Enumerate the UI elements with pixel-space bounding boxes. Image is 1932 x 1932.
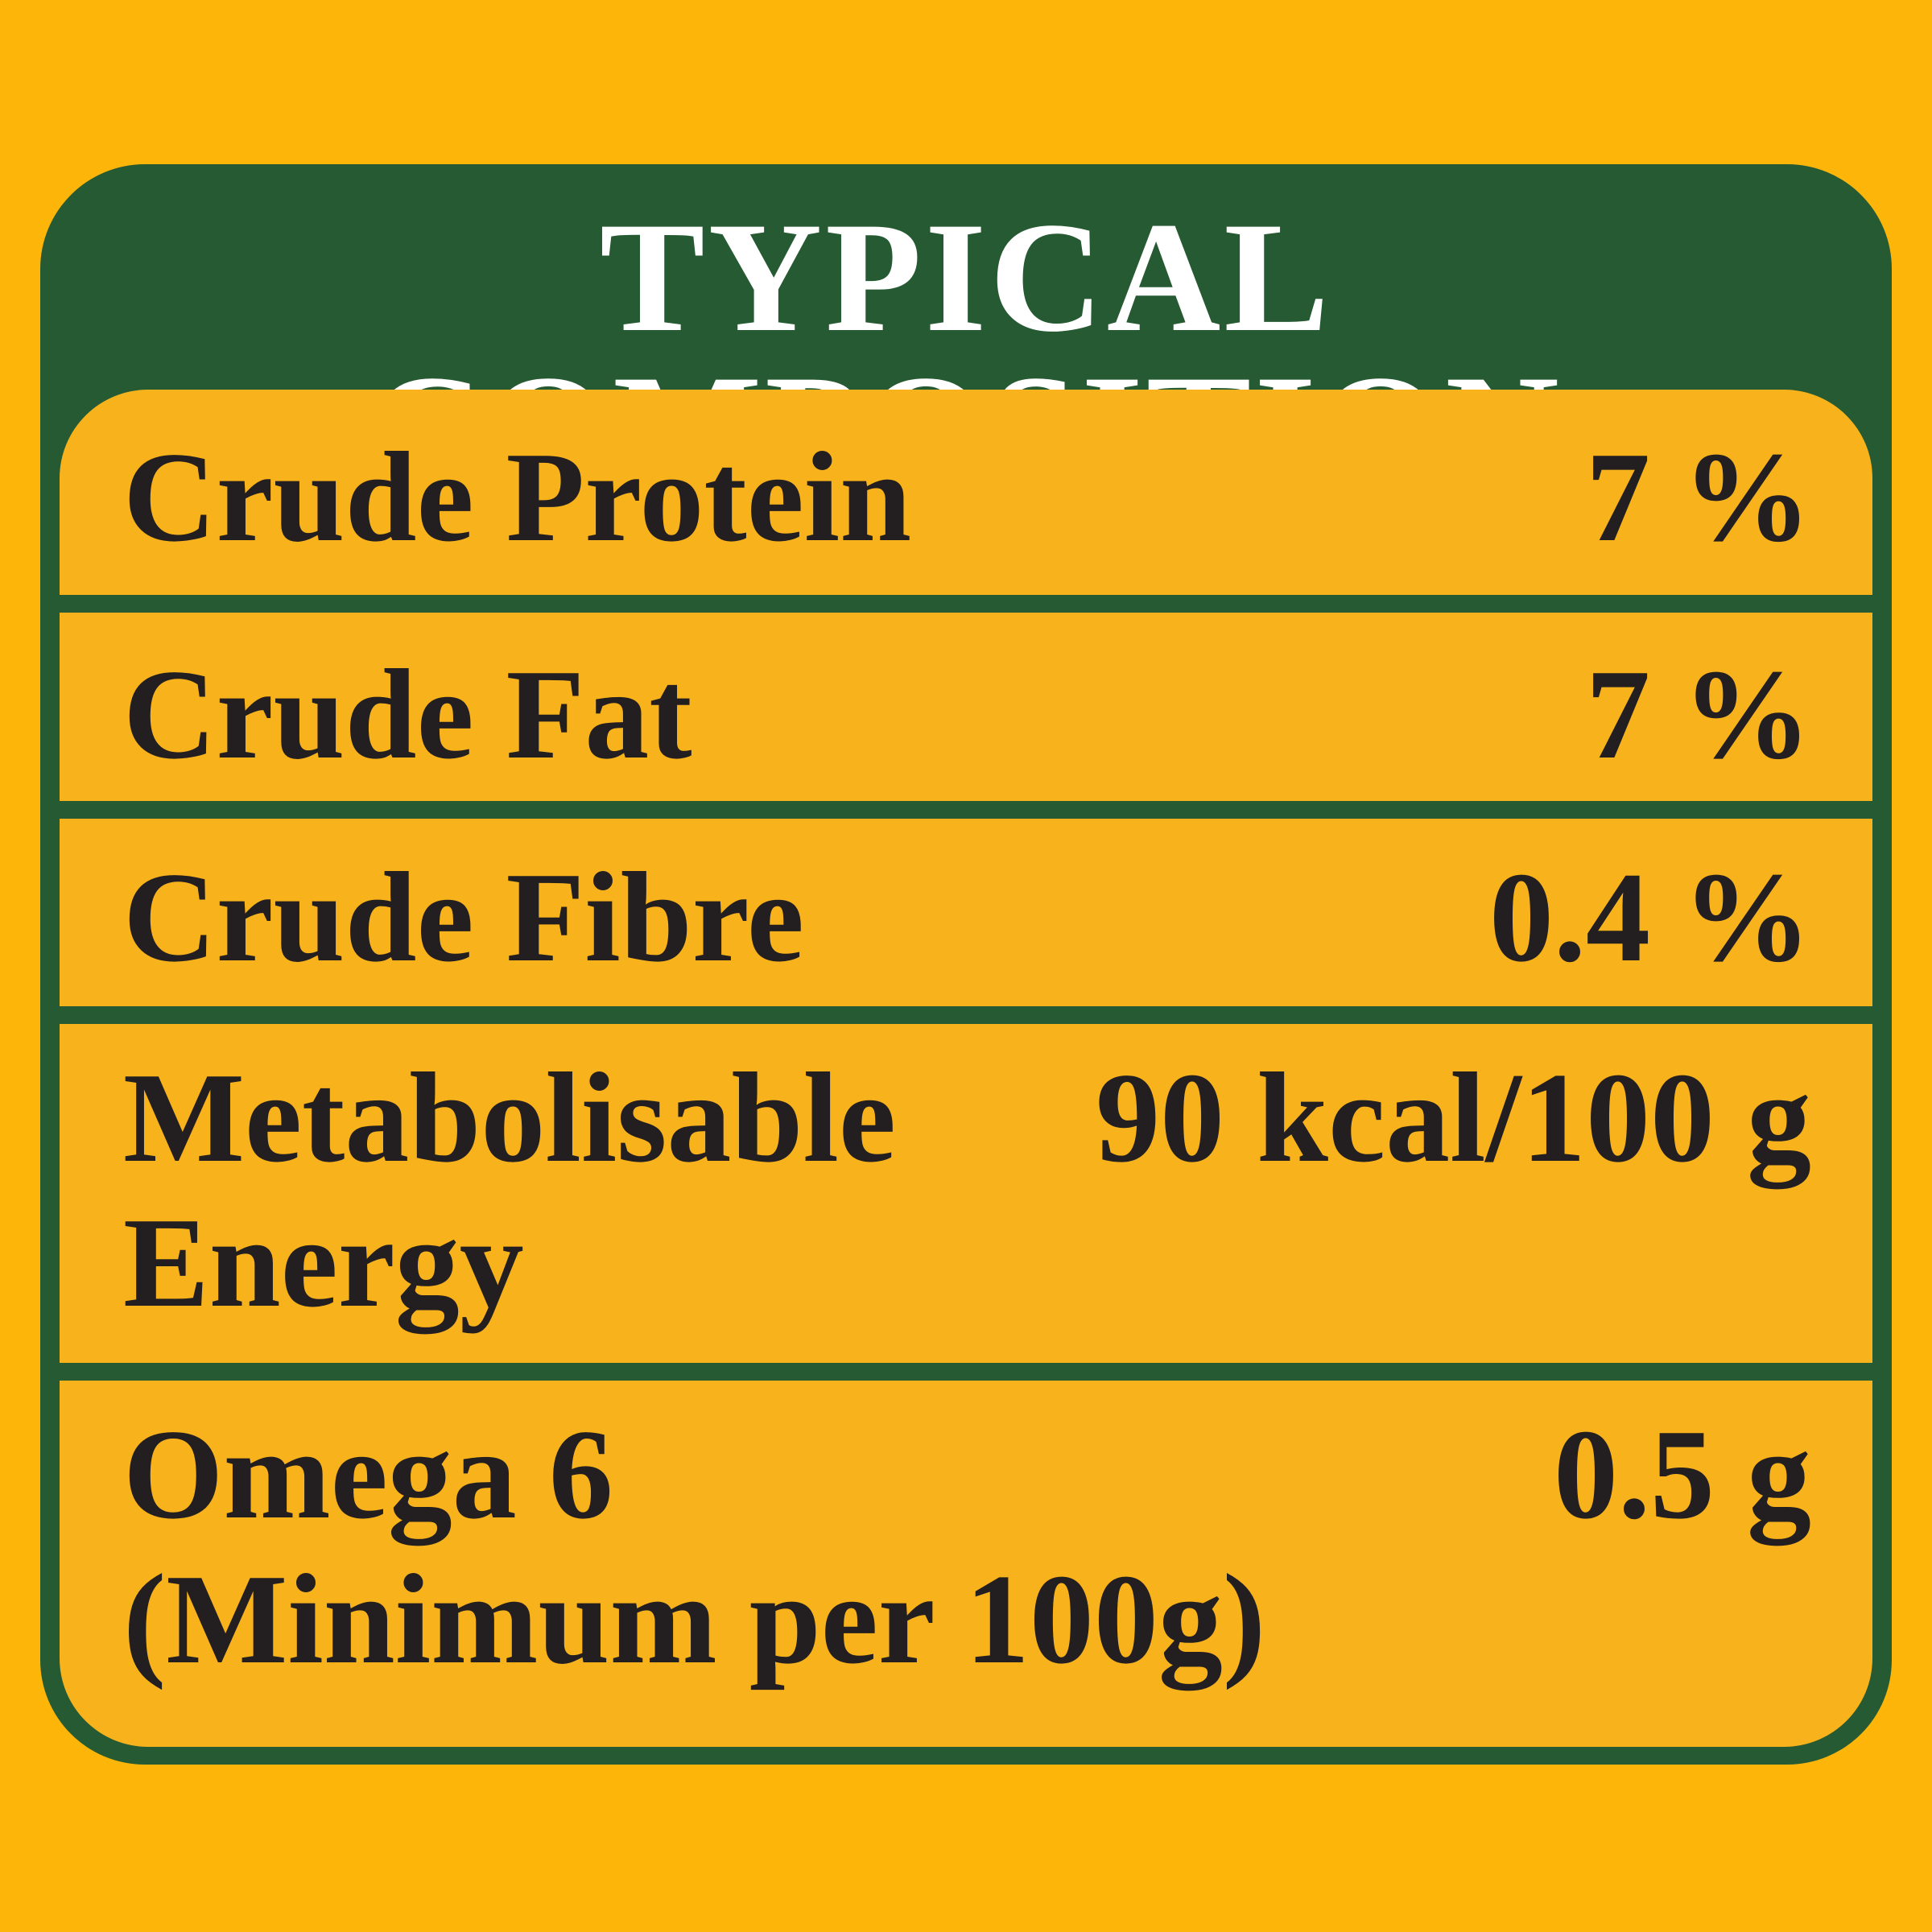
row-label: Crude Fibre (123, 844, 804, 989)
row-value: 90 kcal/100 g (1096, 1046, 1811, 1189)
label-line: Crude Protein (123, 425, 912, 568)
row-label: Metabolisable Energy (123, 1045, 896, 1335)
composition-table: Crude Protein 7 % Crude Fat 7 % Crude Fibre 0… (60, 390, 1872, 1747)
table-row: Omega 6 (Minimum per 100g) 0.5 g (60, 1363, 1872, 1747)
table-row: Crude Fat 7 % (60, 595, 1872, 801)
table-row: Crude Fibre 0.4 % (60, 801, 1872, 1006)
row-value: 0.4 % (1489, 845, 1811, 989)
label-line: Crude Fat (123, 642, 692, 786)
table-row: Crude Protein 7 % (60, 390, 1872, 595)
row-label: Crude Protein (123, 424, 911, 569)
row-value: 7 % (1586, 642, 1811, 786)
label-line: Omega 6 (123, 1402, 613, 1546)
row-label: Crude Fat (123, 642, 692, 786)
label-line: Energy (123, 1191, 524, 1334)
label-line: Crude Fibre (123, 845, 804, 989)
row-value: 7 % (1586, 425, 1811, 568)
label-line: (Minimum per 100g) (123, 1547, 1266, 1690)
label-line: Metabolisable (123, 1046, 896, 1189)
row-label: Omega 6 (Minimum per 100g) (123, 1402, 1265, 1691)
row-value: 0.5 g (1554, 1402, 1811, 1546)
table-row: Metabolisable Energy 90 kcal/100 g (60, 1006, 1872, 1363)
